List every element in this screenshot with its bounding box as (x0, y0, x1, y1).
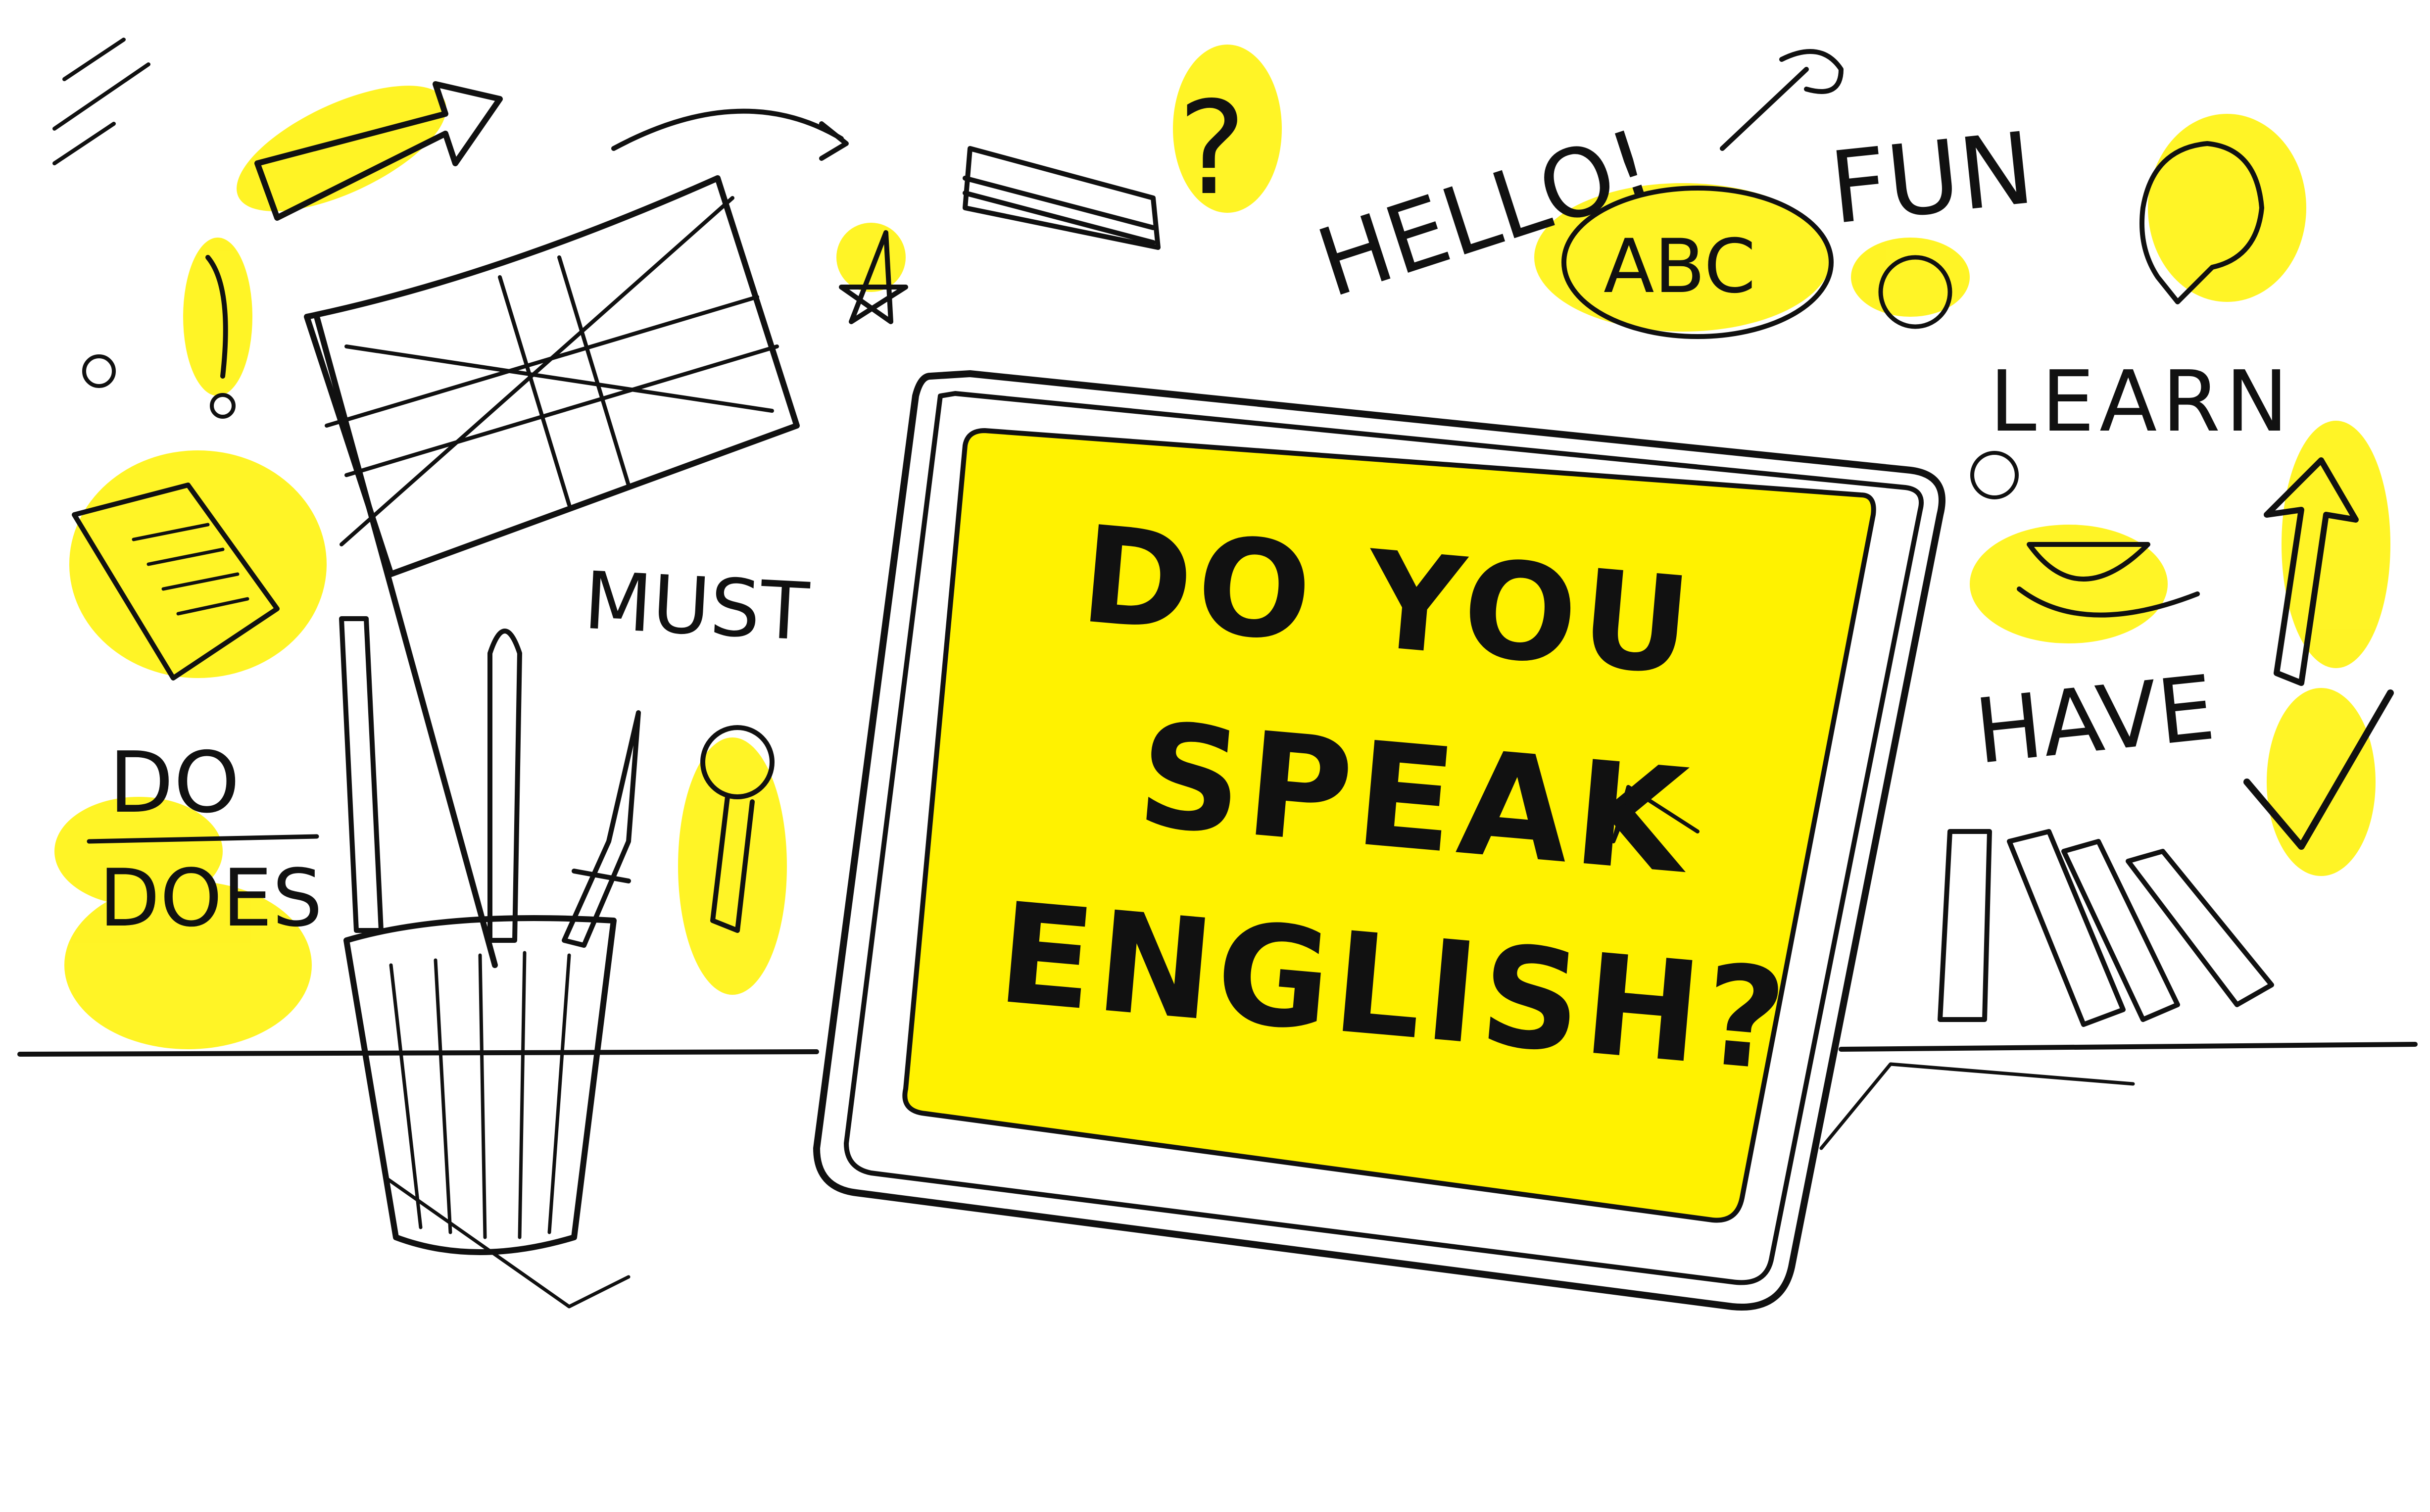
notepad-icon (72, 483, 280, 681)
pencil-cup-icon (339, 616, 641, 1255)
abc-bubble: ABC (1561, 186, 1834, 339)
word-abc: ABC (1604, 224, 1756, 310)
checkmark-icon (2243, 689, 2394, 850)
exclamation-dot (210, 393, 236, 419)
flag-icon (304, 175, 800, 968)
table-edge (17, 1042, 2418, 1057)
shadow-lines (384, 1062, 2135, 1309)
smiley-icon (1878, 255, 1952, 329)
exclamation-icon (205, 255, 228, 379)
word-does: DOES (99, 852, 323, 944)
curved-arrow-icon (611, 108, 849, 161)
books-icon (1938, 829, 2274, 1027)
question-mark: ? (1178, 74, 1246, 224)
dash-doodle (52, 38, 150, 165)
do-underline (87, 834, 319, 844)
word-fun: FUN (1825, 111, 2039, 247)
tablet-screen (902, 428, 1876, 1223)
up-arrow-icon (2264, 457, 2359, 686)
star-icon (839, 230, 908, 324)
word-must: MUST (582, 554, 812, 659)
book-stack-icon (963, 146, 1161, 250)
pushpin-icon (1720, 49, 1844, 151)
lightbulb-icon (2139, 141, 2264, 304)
highlight-splashes (54, 45, 2390, 1049)
arrow-icon (254, 81, 503, 221)
flower-icon (1970, 451, 2019, 499)
circle-doodle (82, 354, 116, 388)
teacup-icon (2017, 542, 2200, 618)
magnifier-icon (700, 725, 775, 933)
tablet-icon (813, 370, 1945, 1311)
chart-doodle (1611, 785, 1700, 843)
word-have: HAVE (1970, 656, 2219, 784)
word-do: DO (109, 734, 240, 832)
word-learn: LEARN (1990, 353, 2293, 451)
